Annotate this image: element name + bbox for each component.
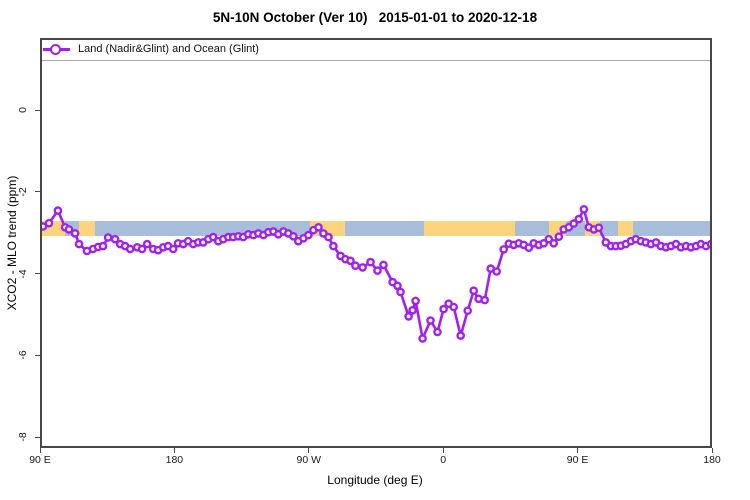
plot-area: Land (Nadir&Glint) and Ocean (Glint)	[40, 38, 712, 448]
data-point	[433, 327, 442, 337]
y-tick	[35, 436, 40, 438]
data-point	[439, 304, 448, 314]
y-tick-label: -6	[17, 350, 29, 360]
data-point	[358, 263, 367, 272]
y-tick	[35, 109, 40, 111]
data-point	[456, 331, 466, 340]
y-axis-label: XCO2 - MLO trend (ppm)	[5, 175, 19, 311]
x-tick	[39, 448, 41, 453]
legend-sample	[42, 38, 72, 61]
data-point	[404, 312, 413, 321]
y-tick	[35, 191, 40, 193]
data-point	[125, 244, 135, 254]
data-point	[314, 222, 323, 232]
x-tick	[577, 448, 579, 453]
data-point	[98, 241, 108, 251]
data-point	[396, 287, 405, 297]
data-point	[411, 296, 420, 306]
data-point	[408, 305, 417, 315]
x-axis-label: Longitude (deg E)	[327, 473, 423, 487]
x-tick-label: 90 W	[296, 454, 322, 466]
x-tick-label: 180	[165, 454, 184, 466]
x-tick	[711, 448, 713, 453]
data-point	[524, 243, 534, 252]
data-point	[594, 223, 604, 232]
legend: Land (Nadir&Glint) and Ocean (Glint)	[40, 38, 712, 61]
data-point	[706, 239, 712, 249]
data-point	[569, 219, 579, 228]
chart-title: 5N-10N October (Ver 10) 2015-01-01 to 20…	[212, 10, 538, 25]
data-point	[499, 245, 509, 254]
data-point	[44, 218, 54, 228]
data-point	[103, 233, 113, 242]
data-point	[329, 241, 338, 251]
y-tick	[35, 354, 40, 356]
y-tick-label: -8	[17, 432, 29, 442]
data-point	[579, 204, 589, 214]
data-point	[74, 239, 84, 249]
data-point	[64, 225, 74, 234]
data-point	[549, 238, 559, 248]
data-point	[492, 267, 502, 276]
data-point	[346, 256, 355, 266]
data-point	[463, 306, 473, 316]
legend-label: Land (Nadir&Glint) and Ocean (Glint)	[78, 43, 259, 55]
data-point	[208, 232, 218, 242]
data-point	[574, 214, 584, 224]
x-tick-label: 180	[703, 454, 721, 466]
data-point	[379, 260, 388, 270]
data-point	[449, 302, 459, 312]
x-tick-label: 90 E	[566, 454, 589, 466]
x-tick	[442, 448, 444, 453]
data-point	[110, 234, 120, 244]
x-tick	[308, 448, 310, 453]
data-point	[426, 316, 435, 325]
y-tick	[35, 273, 40, 274]
land-segment	[78, 220, 96, 236]
data-point	[289, 231, 298, 241]
data-series-svg	[40, 204, 712, 343]
x-tick	[173, 448, 175, 453]
legend-circle-marker-icon	[50, 43, 61, 55]
data-point	[324, 232, 333, 242]
data-point	[366, 257, 375, 267]
data-point	[53, 206, 63, 215]
data-point	[304, 230, 313, 240]
data-point	[70, 229, 80, 238]
data-point	[373, 266, 382, 275]
land-segment	[423, 220, 515, 236]
data-point	[554, 232, 564, 241]
data-point	[168, 244, 178, 254]
data-point	[469, 286, 479, 295]
data-point	[480, 295, 490, 305]
data-point	[539, 238, 549, 248]
data-point	[351, 261, 360, 270]
x-tick-label: 90 E	[29, 454, 51, 466]
x-tick-label: 0	[440, 454, 447, 466]
land-segment	[617, 220, 633, 236]
data-point	[142, 239, 152, 249]
data-point	[418, 334, 427, 343]
data-point	[137, 244, 147, 254]
y-tick-label: 0	[17, 107, 29, 113]
